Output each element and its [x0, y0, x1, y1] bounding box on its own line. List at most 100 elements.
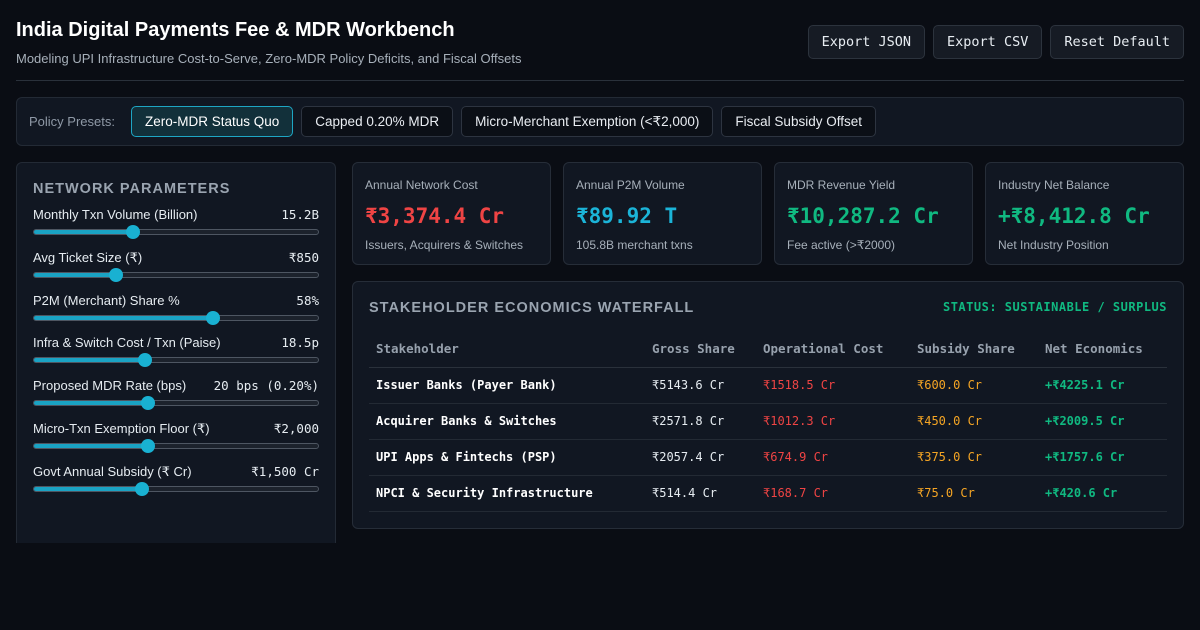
network-parameters-panel: NETWORK PARAMETERS Monthly Txn Volume (B… [16, 162, 336, 543]
table-header-row: Stakeholder Gross Share Operational Cost… [369, 331, 1167, 368]
cell-subsidy-share: ₹375.0 Cr [910, 439, 1038, 476]
cell-net-economics: +₹4225.1 Cr [1038, 367, 1167, 404]
status-badge: STATUS: SUSTAINABLE / SURPLUS [942, 300, 1167, 314]
cell-gross-share: ₹5143.6 Cr [645, 367, 756, 404]
cell-net-economics: +₹1757.6 Cr [1038, 439, 1167, 476]
param-value: ₹2,000 [273, 420, 319, 436]
param-proposed-mdr-rate: Proposed MDR Rate (bps) 20 bps (0.20%) [33, 378, 319, 421]
slider-fill [34, 272, 117, 277]
preset-micro-merchant-exemption[interactable]: Micro-Merchant Exemption (<₹2,000) [461, 106, 714, 137]
cell-stakeholder: NPCI & Security Infrastructure [369, 475, 645, 512]
preset-zero-mdr[interactable]: Zero-MDR Status Quo [130, 106, 294, 137]
kpi-label: MDR Revenue Yield [787, 178, 896, 192]
cell-operational-cost: ₹674.9 Cr [756, 439, 910, 476]
slider-thumb[interactable] [205, 310, 220, 325]
slider-fill [34, 401, 148, 406]
table-row: Issuer Banks (Payer Bank) ₹5143.6 Cr ₹15… [369, 367, 1167, 404]
kpi-value: ₹10,287.2 Cr [787, 204, 939, 228]
column-header-operational-cost: Operational Cost [756, 331, 910, 368]
param-label: Avg Ticket Size (₹) [33, 249, 143, 265]
stakeholder-waterfall-panel: STAKEHOLDER ECONOMICS WATERFALL STATUS: … [352, 281, 1184, 529]
app-header: India Digital Payments Fee & MDR Workben… [16, 0, 1184, 81]
column-header-net-economics: Net Economics [1038, 331, 1167, 368]
column-header-subsidy-share: Subsidy Share [910, 331, 1038, 368]
slider-track[interactable] [33, 353, 319, 368]
export-json-button[interactable]: Export JSON [807, 25, 926, 59]
cell-stakeholder: UPI Apps & Fintechs (PSP) [369, 439, 645, 476]
slider-fill [34, 443, 148, 448]
slider-track[interactable] [33, 396, 319, 411]
reset-default-button[interactable]: Reset Default [1050, 25, 1184, 59]
cell-gross-share: ₹2571.8 Cr [645, 403, 756, 440]
param-value: 18.5p [281, 335, 319, 351]
slider-thumb[interactable] [137, 353, 152, 368]
param-p2m-share: P2M (Merchant) Share % 58% [33, 293, 319, 336]
table-row: NPCI & Security Infrastructure ₹514.4 Cr… [369, 475, 1167, 512]
param-label: Monthly Txn Volume (Billion) [33, 207, 198, 222]
slider-fill [34, 230, 134, 234]
slider-fill [34, 358, 145, 363]
cell-gross-share: ₹2057.4 Cr [645, 439, 756, 476]
kpi-annual-network-cost: Annual Network Cost ₹3,374.4 Cr Issuers,… [352, 162, 551, 265]
kpi-label: Annual Network Cost [365, 178, 478, 192]
cell-operational-cost: ₹1518.5 Cr [756, 367, 910, 404]
param-label: Infra & Switch Cost / Txn (Paise) [33, 335, 221, 351]
kpi-subtext: Fee active (>₹2000) [787, 238, 896, 252]
export-csv-button[interactable]: Export CSV [933, 25, 1043, 59]
kpi-subtext: 105.8B merchant txns [576, 238, 693, 252]
cell-gross-share: ₹514.4 Cr [645, 475, 756, 512]
slider-track[interactable] [33, 225, 319, 239]
slider-track[interactable] [33, 267, 319, 282]
param-value: ₹1,500 Cr [251, 463, 319, 479]
cell-subsidy-share: ₹450.0 Cr [910, 403, 1038, 440]
cell-operational-cost: ₹168.7 Cr [756, 475, 910, 512]
param-label: P2M (Merchant) Share % [33, 292, 180, 308]
preset-capped-mdr[interactable]: Capped 0.20% MDR [301, 106, 454, 137]
page-subtitle: Modeling UPI Infrastructure Cost-to-Serv… [16, 51, 522, 66]
cell-net-economics: +₹2009.5 Cr [1038, 403, 1167, 440]
slider-fill [34, 315, 213, 320]
cell-stakeholder: Acquirer Banks & Switches [369, 403, 645, 440]
slider-thumb[interactable] [140, 438, 155, 453]
slider-track[interactable] [33, 310, 319, 325]
cell-net-economics: +₹420.6 Cr [1038, 475, 1167, 512]
column-header-gross-share: Gross Share [645, 331, 756, 368]
preset-fiscal-subsidy-offset[interactable]: Fiscal Subsidy Offset [721, 106, 876, 137]
kpi-label: Industry Net Balance [998, 178, 1110, 192]
slider-thumb[interactable] [134, 481, 149, 496]
slider-thumb[interactable] [126, 225, 141, 239]
kpi-subtext: Issuers, Acquirers & Switches [365, 238, 524, 252]
slider-thumb[interactable] [140, 396, 155, 411]
kpi-cards: Annual Network Cost ₹3,374.4 Cr Issuers,… [352, 162, 1184, 265]
param-label: Govt Annual Subsidy (₹ Cr) [33, 463, 192, 479]
kpi-value: +₹8,412.8 Cr [998, 204, 1150, 228]
stakeholder-table: Stakeholder Gross Share Operational Cost… [369, 331, 1167, 512]
page-title: India Digital Payments Fee & MDR Workben… [16, 19, 455, 41]
slider-track[interactable] [33, 438, 319, 453]
panel-title: NETWORK PARAMETERS [33, 181, 231, 197]
cell-subsidy-share: ₹600.0 Cr [910, 367, 1038, 404]
table-row: UPI Apps & Fintechs (PSP) ₹2057.4 Cr ₹67… [369, 439, 1167, 476]
param-value: 58% [296, 292, 319, 308]
param-govt-annual-subsidy: Govt Annual Subsidy (₹ Cr) ₹1,500 Cr [33, 464, 319, 507]
param-monthly-txn-volume: Monthly Txn Volume (Billion) 15.2B [33, 207, 319, 250]
table-row: Acquirer Banks & Switches ₹2571.8 Cr ₹10… [369, 403, 1167, 440]
kpi-value: ₹89.92 T [576, 204, 678, 228]
slider-thumb[interactable] [109, 267, 124, 282]
param-label: Proposed MDR Rate (bps) [33, 378, 187, 394]
policy-presets-bar: Policy Presets: Zero-MDR Status Quo Capp… [16, 97, 1184, 146]
param-label: Micro-Txn Exemption Floor (₹) [33, 420, 210, 436]
param-value: ₹850 [288, 249, 319, 265]
param-value: 20 bps (0.20%) [213, 378, 319, 394]
slider-track[interactable] [33, 481, 319, 496]
kpi-annual-p2m-volume: Annual P2M Volume ₹89.92 T 105.8B mercha… [563, 162, 762, 265]
kpi-value: ₹3,374.4 Cr [365, 204, 505, 228]
presets-label: Policy Presets: [29, 114, 115, 129]
cell-stakeholder: Issuer Banks (Payer Bank) [369, 367, 645, 404]
kpi-industry-net-balance: Industry Net Balance +₹8,412.8 Cr Net In… [985, 162, 1184, 265]
panel-title: STAKEHOLDER ECONOMICS WATERFALL [369, 300, 695, 316]
param-avg-ticket-size: Avg Ticket Size (₹) ₹850 [33, 250, 319, 293]
cell-subsidy-share: ₹75.0 Cr [910, 475, 1038, 512]
slider-fill [34, 486, 142, 491]
param-micro-txn-exemption-floor: Micro-Txn Exemption Floor (₹) ₹2,000 [33, 421, 319, 464]
